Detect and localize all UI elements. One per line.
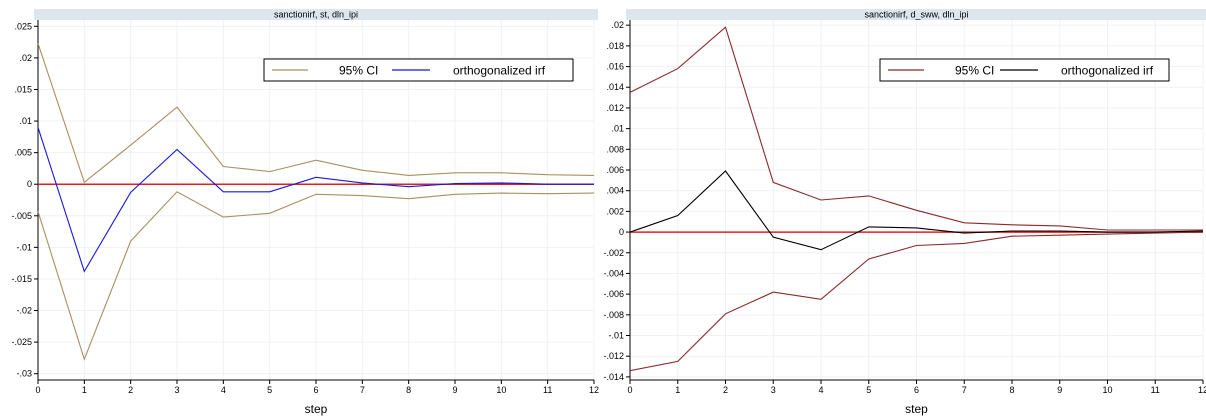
series-line-ci-lower [37,191,595,361]
y-tick-label: -.015 [11,274,32,284]
y-tick-label: -.01 [16,242,32,252]
title-bar [626,9,1206,20]
series-line-irf [629,170,1204,251]
x-tick-label: 8 [406,385,411,395]
x-tick-label: 7 [962,385,967,395]
series-line-ci-upper [37,43,595,184]
y-tick-label: -.006 [603,289,624,299]
legend-label-irf: orthogonalized irf [1061,64,1154,78]
x-tick-label: 12 [1198,385,1206,395]
x-tick-label: 9 [1057,385,1062,395]
title-bar [34,9,598,20]
y-tick-label: 0 [619,227,624,237]
x-tick-label: 11 [1151,385,1160,395]
x-tick-label: 10 [496,385,506,395]
chart-panel-2: sanctionirf, d_sww, dln_ipi.02.018.016.0… [603,9,1206,416]
legend-label-ci: 95% CI [339,64,378,78]
x-tick-label: 11 [543,385,552,395]
y-tick-label: -.025 [11,337,32,347]
x-tick-label: 12 [589,385,599,395]
x-tick-label: 8 [1009,385,1014,395]
x-tick-label: 2 [723,385,728,395]
y-tick-label: .015 [14,84,32,94]
x-tick-label: 6 [914,385,919,395]
x-tick-label: 1 [675,385,680,395]
y-tick-label: -.002 [603,248,624,258]
y-tick-label: .012 [606,103,624,113]
legend-label-ci: 95% CI [955,64,994,78]
y-tick-label: -.004 [603,268,624,278]
x-tick-label: 1 [82,385,87,395]
x-tick-label: 10 [1102,385,1112,395]
legend-label-irf: orthogonalized irf [453,64,546,78]
x-tick-label: 4 [818,385,823,395]
chart-panel-1: sanctionirf, st, dln_ipi .025 .02 .015 .01 .0… [11,9,599,416]
x-tick-label: 6 [313,385,318,395]
y-tick-label: -.008 [603,310,624,320]
x-tick-label: 9 [452,385,457,395]
y-tick-label: .008 [606,144,624,154]
y-tick-label: .004 [606,186,624,196]
x-tick-label: 3 [771,385,776,395]
y-tick-label: .01 [611,124,624,134]
series-line-ci-upper [629,26,1203,231]
y-tick-label: 0 [27,179,32,189]
chart-title: sanctionirf, d_sww, dln_ipi [864,10,968,20]
y-tick-label: .02 [19,53,32,63]
x-tick-label: 3 [174,385,179,395]
y-tick-label: .02 [611,20,624,30]
x-tick-label: 0 [627,385,632,395]
x-tick-label: 5 [267,385,272,395]
x-axis-label: step [305,402,328,416]
x-axis-label: step [905,402,928,416]
y-tick-label: .025 [14,21,32,31]
y-tick-label: -.012 [603,351,624,361]
y-tick-label: .002 [606,206,624,216]
y-tick-label: .018 [606,41,624,51]
series-line-irf [37,127,594,273]
y-tick-label: .016 [606,62,624,72]
y-tick-label: -.02 [16,306,32,316]
x-tick-label: 5 [866,385,871,395]
y-tick-label: -.005 [11,211,32,221]
y-tick-label: -.01 [608,331,624,341]
chart-title: sanctionirf, st, dln_ipi [274,10,358,20]
y-tick-label: .005 [14,148,32,158]
legend: 95% CI orthogonalized irf [879,58,1170,82]
y-tick-label: -.03 [16,369,32,379]
x-tick-label: 2 [128,385,133,395]
series-line-ci-lower [629,231,1204,372]
y-tick-label: .006 [606,165,624,175]
legend: 95% CI orthogonalized irf [263,58,574,82]
y-tick-label: .01 [19,116,32,126]
x-tick-label: 4 [221,385,226,395]
y-tick-label: .014 [606,82,624,92]
x-tick-label: 7 [360,385,365,395]
y-tick-label: -.014 [603,372,624,382]
x-tick-label: 0 [35,385,40,395]
